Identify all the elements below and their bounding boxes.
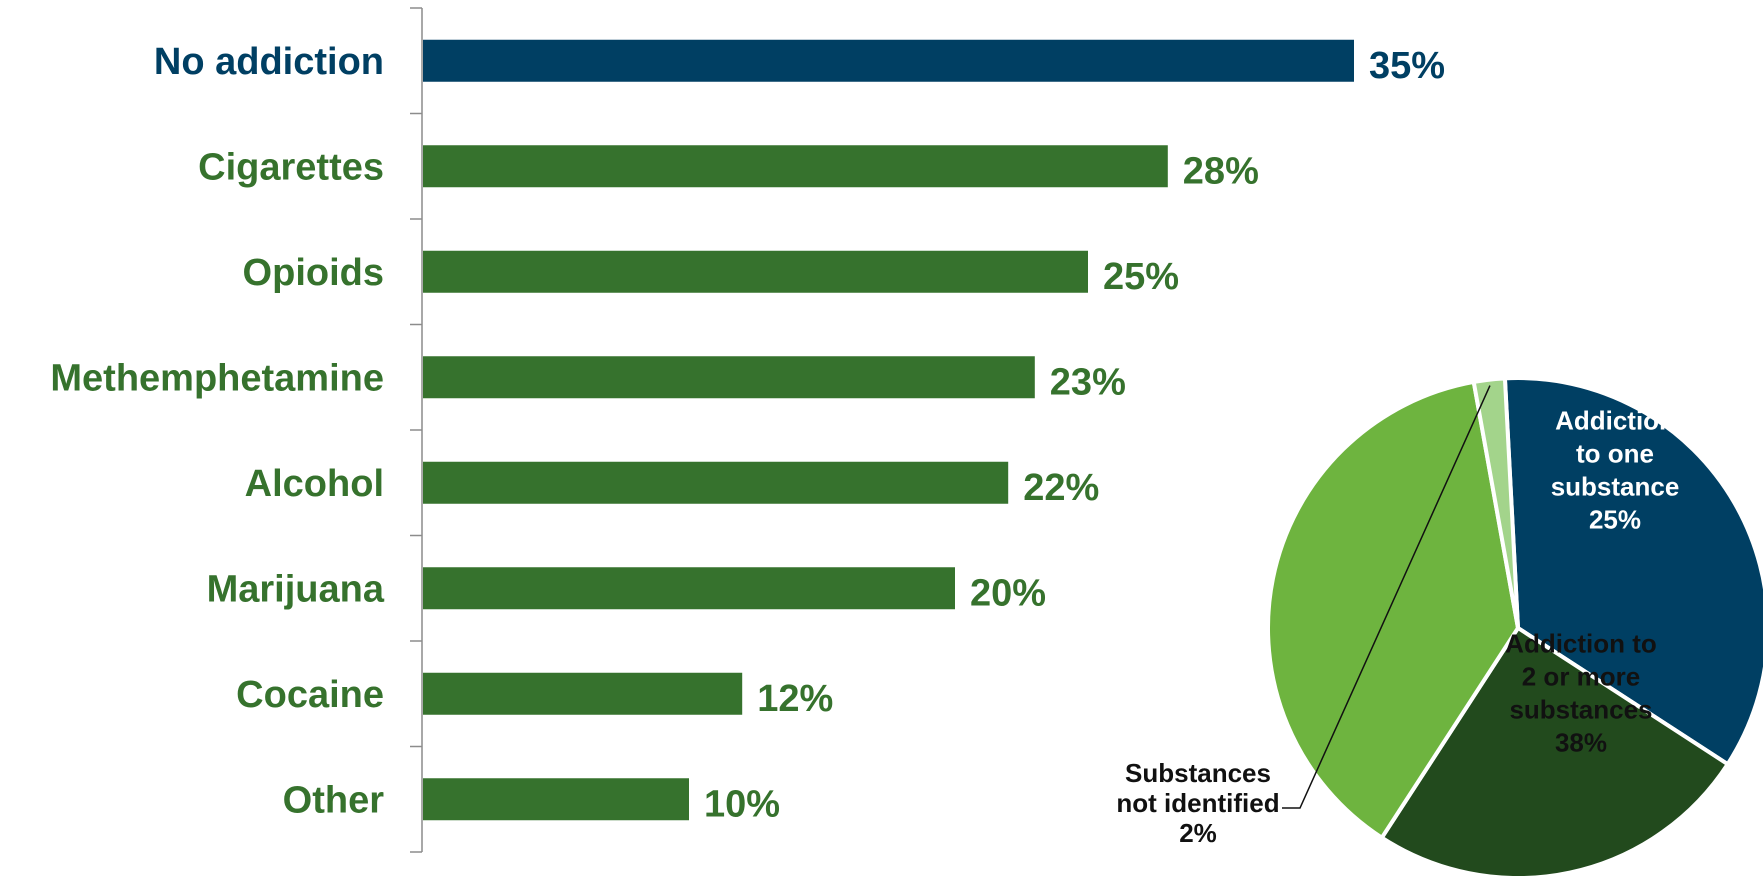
pie-slice-2	[1266, 379, 1520, 840]
pie-slice-label: not identified	[1116, 788, 1279, 818]
pie-slice-label: Addiction to	[1505, 629, 1657, 659]
data-label: 28%	[1183, 150, 1259, 192]
category-label: Cigarettes	[198, 146, 384, 188]
bar-alcohol	[423, 461, 1009, 504]
bar-methemphetamine	[423, 356, 1035, 399]
pie-slice-label: Substances	[1125, 758, 1271, 788]
pie-slice-label: 2%	[1179, 818, 1217, 848]
data-label: 25%	[1103, 256, 1179, 298]
pie-slice-label: substance	[1551, 472, 1680, 502]
pie-leader-line	[1282, 385, 1491, 809]
pie-slice-label: substances	[1509, 695, 1652, 725]
data-label: 20%	[970, 572, 1046, 614]
bar-cigarettes	[423, 145, 1168, 188]
category-label: Other	[283, 779, 385, 821]
category-label: Cocaine	[236, 674, 384, 716]
category-label: Opioids	[243, 252, 384, 294]
bar-chart: No addiction 35% Cigarettes 28% Opioids 25% Me…	[50, 7, 1445, 853]
pie-slice-label: 25%	[1589, 505, 1641, 535]
bar-marijuana	[423, 567, 955, 610]
data-label: 23%	[1050, 361, 1126, 403]
pie-slice-label: Addiction	[1555, 406, 1675, 436]
data-label: 12%	[757, 678, 833, 720]
pie-slice-1	[1379, 626, 1730, 876]
category-label: Marijuana	[207, 568, 385, 610]
pie-slice-label: 38%	[1555, 728, 1607, 758]
pie-slice-label: to one	[1576, 439, 1654, 469]
bar-no-addiction	[423, 39, 1354, 82]
pie-slice-3	[1471, 376, 1520, 630]
category-label: Methemphetamine	[50, 357, 384, 399]
bar-opioids	[423, 250, 1088, 293]
pie-slice-label: 2 or more	[1522, 662, 1641, 692]
category-label: Alcohol	[245, 463, 384, 505]
data-label: 10%	[704, 783, 780, 825]
category-label: No addiction	[154, 41, 384, 83]
bar-other	[423, 778, 689, 821]
data-label: 35%	[1369, 45, 1445, 87]
bar-cocaine	[423, 672, 743, 715]
data-label: 22%	[1023, 467, 1099, 509]
pie-slice-0	[1502, 376, 1763, 767]
